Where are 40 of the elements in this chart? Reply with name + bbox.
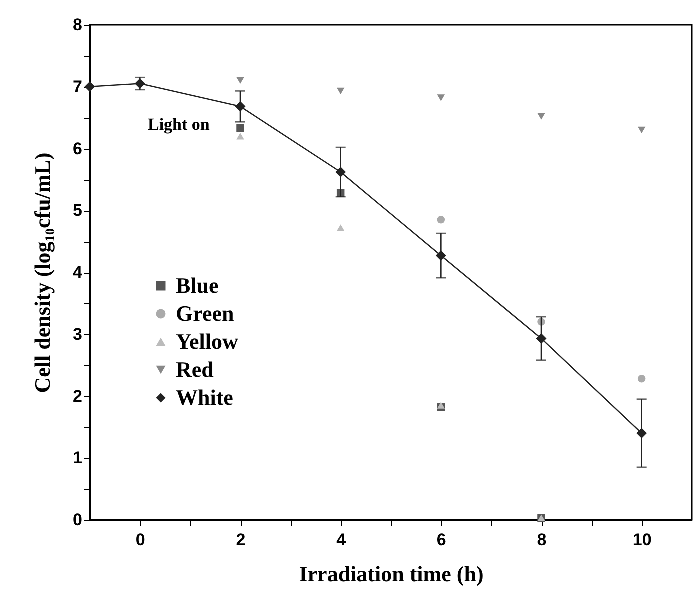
y-tick-label: 3 [73,324,82,344]
y-tick-label: 8 [73,16,82,34]
y-tick-label: 7 [73,77,82,96]
point [84,82,96,92]
legend-label: Green [176,301,234,326]
y-tick-label: 1 [73,448,82,468]
x-tick-label: 4 [336,530,347,550]
y-tick-label: 4 [73,263,84,282]
point [336,167,346,178]
point [636,428,648,439]
legend-label: Yellow [176,329,238,354]
y-tick-label: 5 [73,201,82,220]
point [538,113,546,120]
legend-label: Red [176,357,214,382]
x-tick-label: 2 [236,530,246,550]
annotation: Light on [148,115,210,134]
point [436,250,446,262]
point [236,124,244,132]
x-tick-label: 8 [537,530,547,550]
point [638,126,646,134]
x-axis-title: Irradiation time (h) [299,562,484,586]
point [336,224,345,232]
legend-label: Blue [176,273,220,298]
point [437,402,446,409]
point [536,333,547,344]
x-tick-label: 6 [436,530,446,550]
legend-label: White [176,385,234,410]
point [638,375,646,383]
point [336,88,345,95]
point [235,101,246,112]
point [437,94,446,102]
x-tick-label: 0 [136,530,146,550]
y-tick-label: 0 [73,510,82,530]
point [236,133,244,140]
y-tick-label: 2 [73,386,82,406]
x-tick-label: 10 [632,530,652,550]
y-axis-title: Cell density (log₁₀cfu/mL) [30,152,56,394]
point [437,216,446,224]
y-tick-label: 6 [73,139,82,158]
point [236,77,244,84]
